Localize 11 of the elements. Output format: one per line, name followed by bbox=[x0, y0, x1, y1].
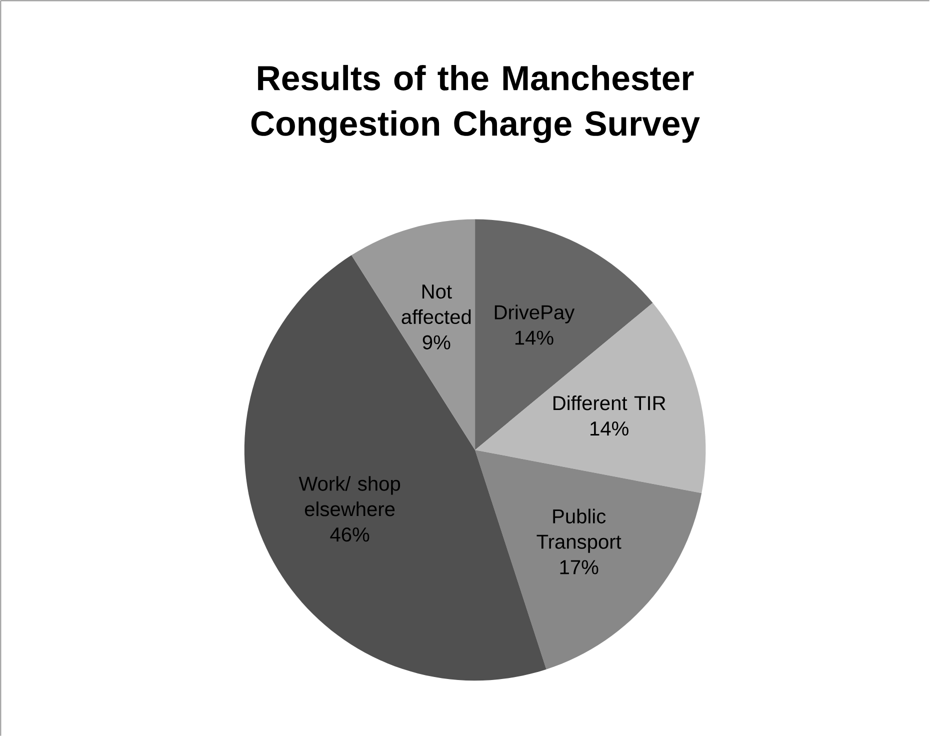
slice-label: DrivePay bbox=[494, 304, 575, 324]
data-label: 14% bbox=[515, 330, 554, 345]
chart-title: Results of the Manchester Congestion Charge Survey bbox=[251, 64, 700, 143]
slice-label: Different TIR bbox=[554, 395, 666, 410]
data-label: 14% bbox=[590, 421, 628, 436]
data-label: 9% bbox=[422, 335, 450, 350]
data-label: 17% bbox=[560, 560, 598, 574]
slice-label: Work/ shop elsewhere bbox=[298, 476, 400, 516]
slice-label: Not affected bbox=[402, 284, 471, 324]
slice-label: Public Transport bbox=[536, 508, 622, 553]
data-label: 46% bbox=[330, 527, 370, 542]
